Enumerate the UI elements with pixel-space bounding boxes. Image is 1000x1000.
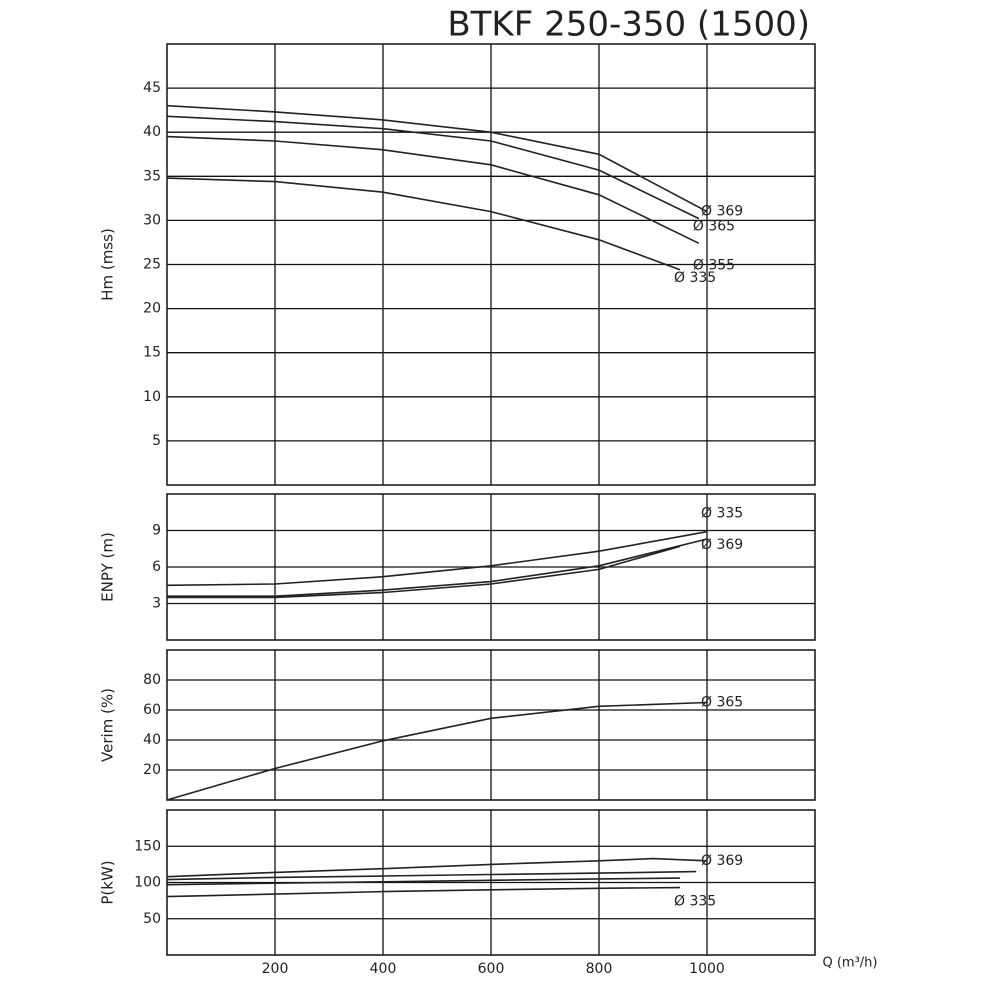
y-tick-label: 35: [143, 168, 161, 184]
y-tick-label: 5: [152, 433, 161, 449]
curve: [166, 870, 697, 881]
x-tick-label: 200: [262, 961, 289, 977]
y-tick-label: 150: [134, 838, 161, 854]
x-axis-label: Q (m³/h): [822, 956, 877, 971]
x-tick-label: 800: [586, 961, 613, 977]
y-tick-label: 80: [143, 672, 161, 688]
x-tick-label: 400: [370, 961, 397, 977]
curve: [167, 538, 708, 598]
legend-entry: Ø 335: [701, 506, 743, 522]
y-tick-label: 50: [143, 911, 161, 927]
y-tick-label: 40: [143, 124, 161, 140]
curve: [166, 857, 708, 878]
y-tick-label: 60: [143, 702, 161, 718]
legend-entry: Ø 355: [693, 257, 735, 273]
curve: [166, 177, 681, 271]
y-tick-label: 20: [143, 301, 161, 317]
y-axis-label: Verim (%): [99, 688, 117, 762]
y-tick-label: 9: [152, 523, 161, 539]
y-axis-label: Hm (mss): [99, 228, 117, 301]
legend-entry: Ø 335: [674, 894, 716, 910]
legend-entry: Ø 335: [674, 270, 716, 286]
curve: [166, 530, 708, 587]
legend-entry: Ø 365: [693, 219, 735, 235]
plot-frame: [166, 43, 816, 486]
y-tick-label: 45: [143, 80, 161, 96]
curve: [166, 877, 681, 886]
y-axis-label: P(kW): [99, 860, 117, 904]
y-tick-label: 10: [143, 389, 161, 405]
plot-frame: [166, 809, 816, 956]
legend-entry: Ø 369: [701, 537, 743, 553]
legend-entry: Ø 365: [701, 695, 743, 711]
legend-entry: Ø 369: [701, 204, 743, 220]
y-tick-label: 100: [134, 875, 161, 891]
legend-entry: Ø 369: [701, 853, 743, 869]
y-tick-label: 20: [143, 762, 161, 778]
curve: [166, 115, 700, 220]
y-tick-label: 6: [152, 559, 161, 575]
curve: [166, 135, 700, 245]
y-axis-label: ENPY (m): [99, 532, 117, 602]
y-tick-label: 30: [143, 212, 161, 228]
chart-title: BTKF 250-350 (1500): [447, 5, 810, 45]
y-tick-label: 15: [143, 345, 161, 361]
y-tick-label: 40: [143, 732, 161, 748]
curve: [166, 886, 681, 898]
curve: [166, 701, 708, 801]
curve: [167, 545, 681, 599]
plot-frame: [166, 493, 816, 641]
curve: [166, 104, 708, 213]
plot-frame: [166, 649, 816, 801]
y-tick-label: 25: [143, 257, 161, 273]
x-tick-label: 1000: [689, 961, 725, 977]
y-tick-label: 3: [152, 596, 161, 612]
x-tick-label: 600: [478, 961, 505, 977]
